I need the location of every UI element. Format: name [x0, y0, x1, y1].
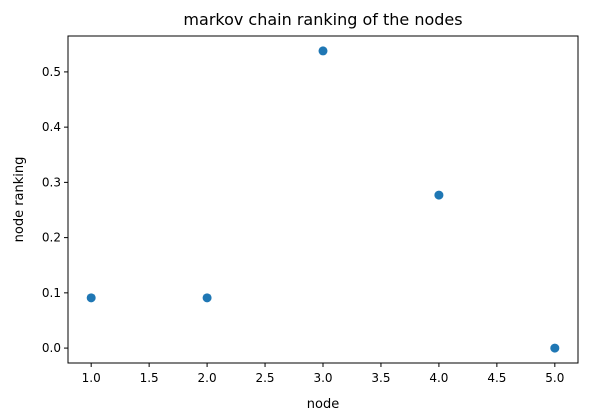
x-tick-label: 3.5 [371, 371, 390, 385]
y-tick-label: 0.0 [42, 341, 61, 355]
chart-title: markov chain ranking of the nodes [183, 10, 462, 29]
x-tick-label: 2.5 [255, 371, 274, 385]
x-tick-label: 1.0 [82, 371, 101, 385]
x-axis-ticks: 1.0 1.5 2.0 2.5 3.0 3.5 4.0 4.5 5.0 [82, 363, 564, 385]
data-point [434, 190, 444, 200]
data-points [86, 46, 560, 353]
x-tick-label: 1.5 [140, 371, 159, 385]
plot-area [67, 35, 579, 364]
x-tick-label: 2.0 [198, 371, 217, 385]
y-axis-label: node ranking [12, 157, 27, 243]
data-point [550, 343, 560, 353]
x-axis-label: node [307, 397, 339, 412]
data-point [86, 293, 96, 303]
y-tick-label: 0.4 [42, 120, 61, 134]
y-tick-label: 0.5 [42, 65, 61, 79]
x-tick-label: 4.0 [429, 371, 448, 385]
x-tick-label: 4.5 [487, 371, 506, 385]
data-point [202, 293, 212, 303]
x-tick-label: 5.0 [545, 371, 564, 385]
y-axis-ticks: 0.0 0.1 0.2 0.3 0.4 0.5 [42, 65, 68, 355]
y-tick-label: 0.3 [42, 175, 61, 189]
y-tick-label: 0.1 [42, 286, 61, 300]
y-tick-label: 0.2 [42, 231, 61, 245]
x-tick-label: 3.0 [313, 371, 332, 385]
data-point [318, 46, 328, 56]
